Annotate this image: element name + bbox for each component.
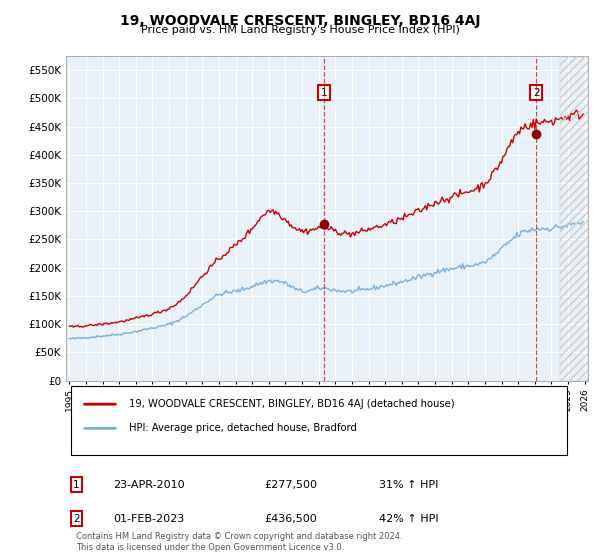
Text: 2: 2	[533, 88, 539, 97]
Text: 31% ↑ HPI: 31% ↑ HPI	[379, 480, 439, 490]
Text: £436,500: £436,500	[265, 514, 317, 524]
Text: 19, WOODVALE CRESCENT, BINGLEY, BD16 4AJ (detached house): 19, WOODVALE CRESCENT, BINGLEY, BD16 4AJ…	[128, 399, 454, 409]
Text: 23-APR-2010: 23-APR-2010	[113, 480, 185, 490]
Text: £277,500: £277,500	[265, 480, 317, 490]
Text: 01-FEB-2023: 01-FEB-2023	[113, 514, 184, 524]
Text: 42% ↑ HPI: 42% ↑ HPI	[379, 514, 439, 524]
Text: Price paid vs. HM Land Registry's House Price Index (HPI): Price paid vs. HM Land Registry's House …	[140, 25, 460, 35]
Text: 1: 1	[73, 480, 80, 490]
Text: 2: 2	[73, 514, 80, 524]
Text: Contains HM Land Registry data © Crown copyright and database right 2024.
This d: Contains HM Land Registry data © Crown c…	[76, 533, 403, 552]
Text: 1: 1	[320, 88, 327, 97]
Bar	[71, 386, 567, 455]
Text: HPI: Average price, detached house, Bradford: HPI: Average price, detached house, Brad…	[128, 423, 356, 433]
Text: 19, WOODVALE CRESCENT, BINGLEY, BD16 4AJ: 19, WOODVALE CRESCENT, BINGLEY, BD16 4AJ	[120, 14, 480, 28]
